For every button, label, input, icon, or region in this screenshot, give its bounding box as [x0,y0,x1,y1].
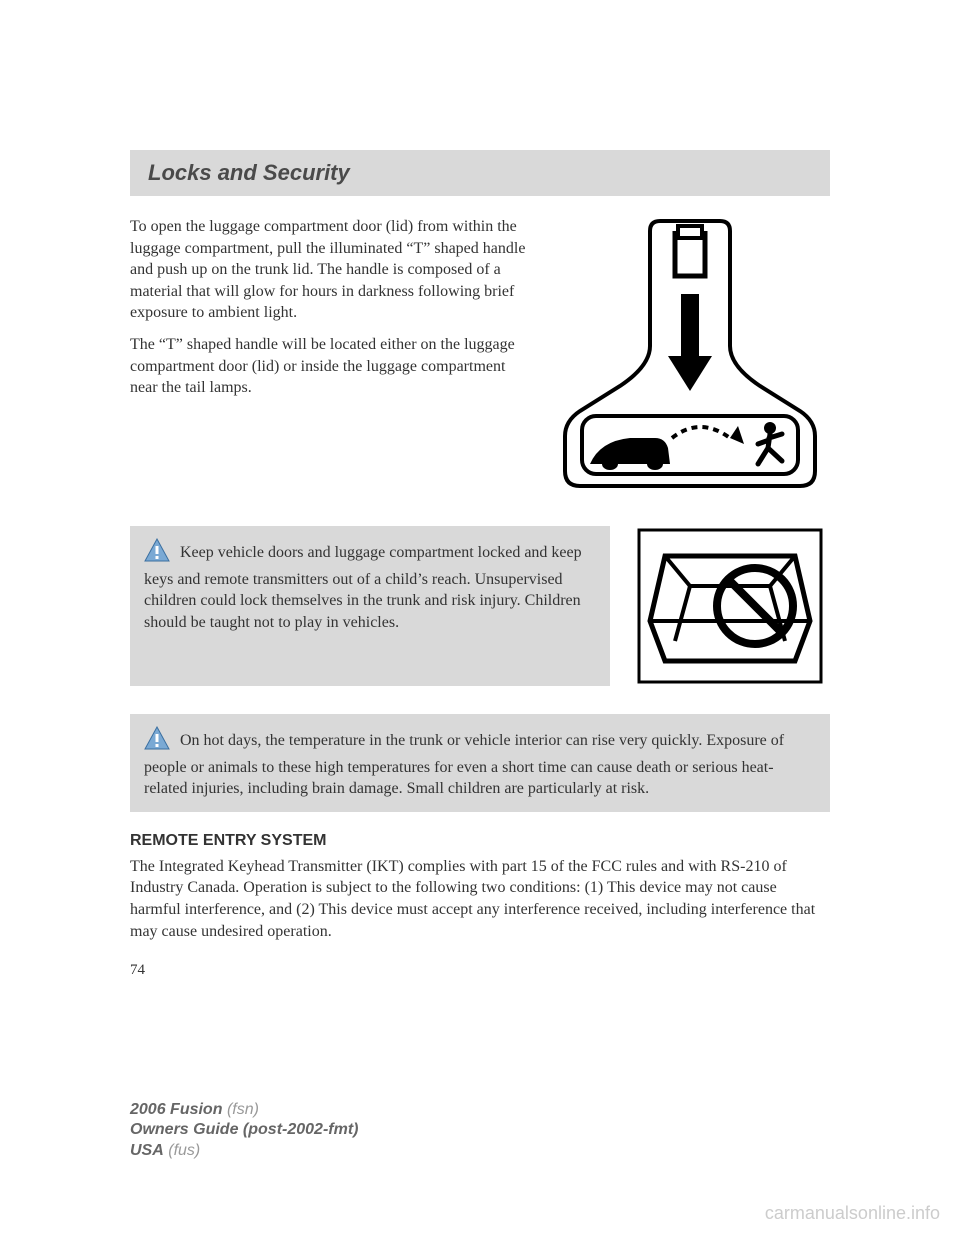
footer-line-3: USA (fus) [130,1141,358,1162]
footer-model: 2006 Fusion [130,1101,222,1118]
t-handle-figure [560,216,820,506]
warning-text-2: On hot days, the temperature in the trun… [144,732,784,797]
footer-model-code: (fsn) [227,1101,259,1118]
watermark: carmanualsonline.info [765,1203,940,1224]
footer-line-2: Owners Guide (post-2002-fmt) [130,1120,358,1141]
footer-line-1: 2006 Fusion (fsn) [130,1100,358,1121]
page-number: 74 [130,962,830,979]
paragraph-1: To open the luggage compartment door (li… [130,216,530,324]
warning-row-1: Keep vehicle doors and luggage compartme… [130,526,830,686]
section-heading-remote: REMOTE ENTRY SYSTEM [130,832,830,850]
content-row-1: To open the luggage compartment door (li… [130,216,830,506]
warning-text-1: Keep vehicle doors and luggage compartme… [144,544,582,631]
trunk-prohibit-figure [635,526,825,686]
footer-region: USA [130,1142,164,1159]
warning-icon [144,538,170,569]
footer-guide: Owners Guide (post-2002-fmt) [130,1121,358,1138]
manual-page: Locks and Security To open the luggage c… [0,0,960,979]
section-body-remote: The Integrated Keyhead Transmitter (IKT)… [130,856,830,942]
section-title: Locks and Security [148,160,812,186]
footer-region-code: (fus) [168,1142,200,1159]
footer-block: 2006 Fusion (fsn) Owners Guide (post-200… [130,1100,358,1162]
paragraph-2: The “T” shaped handle will be located ei… [130,334,530,399]
warning-box-1: Keep vehicle doors and luggage compartme… [130,526,610,686]
section-header-band: Locks and Security [130,150,830,196]
warning-figure-column [630,526,830,686]
warning-icon [144,726,170,757]
warning-box-2: On hot days, the temperature in the trun… [130,714,830,812]
figure-column [550,216,830,506]
text-column: To open the luggage compartment door (li… [130,216,530,506]
